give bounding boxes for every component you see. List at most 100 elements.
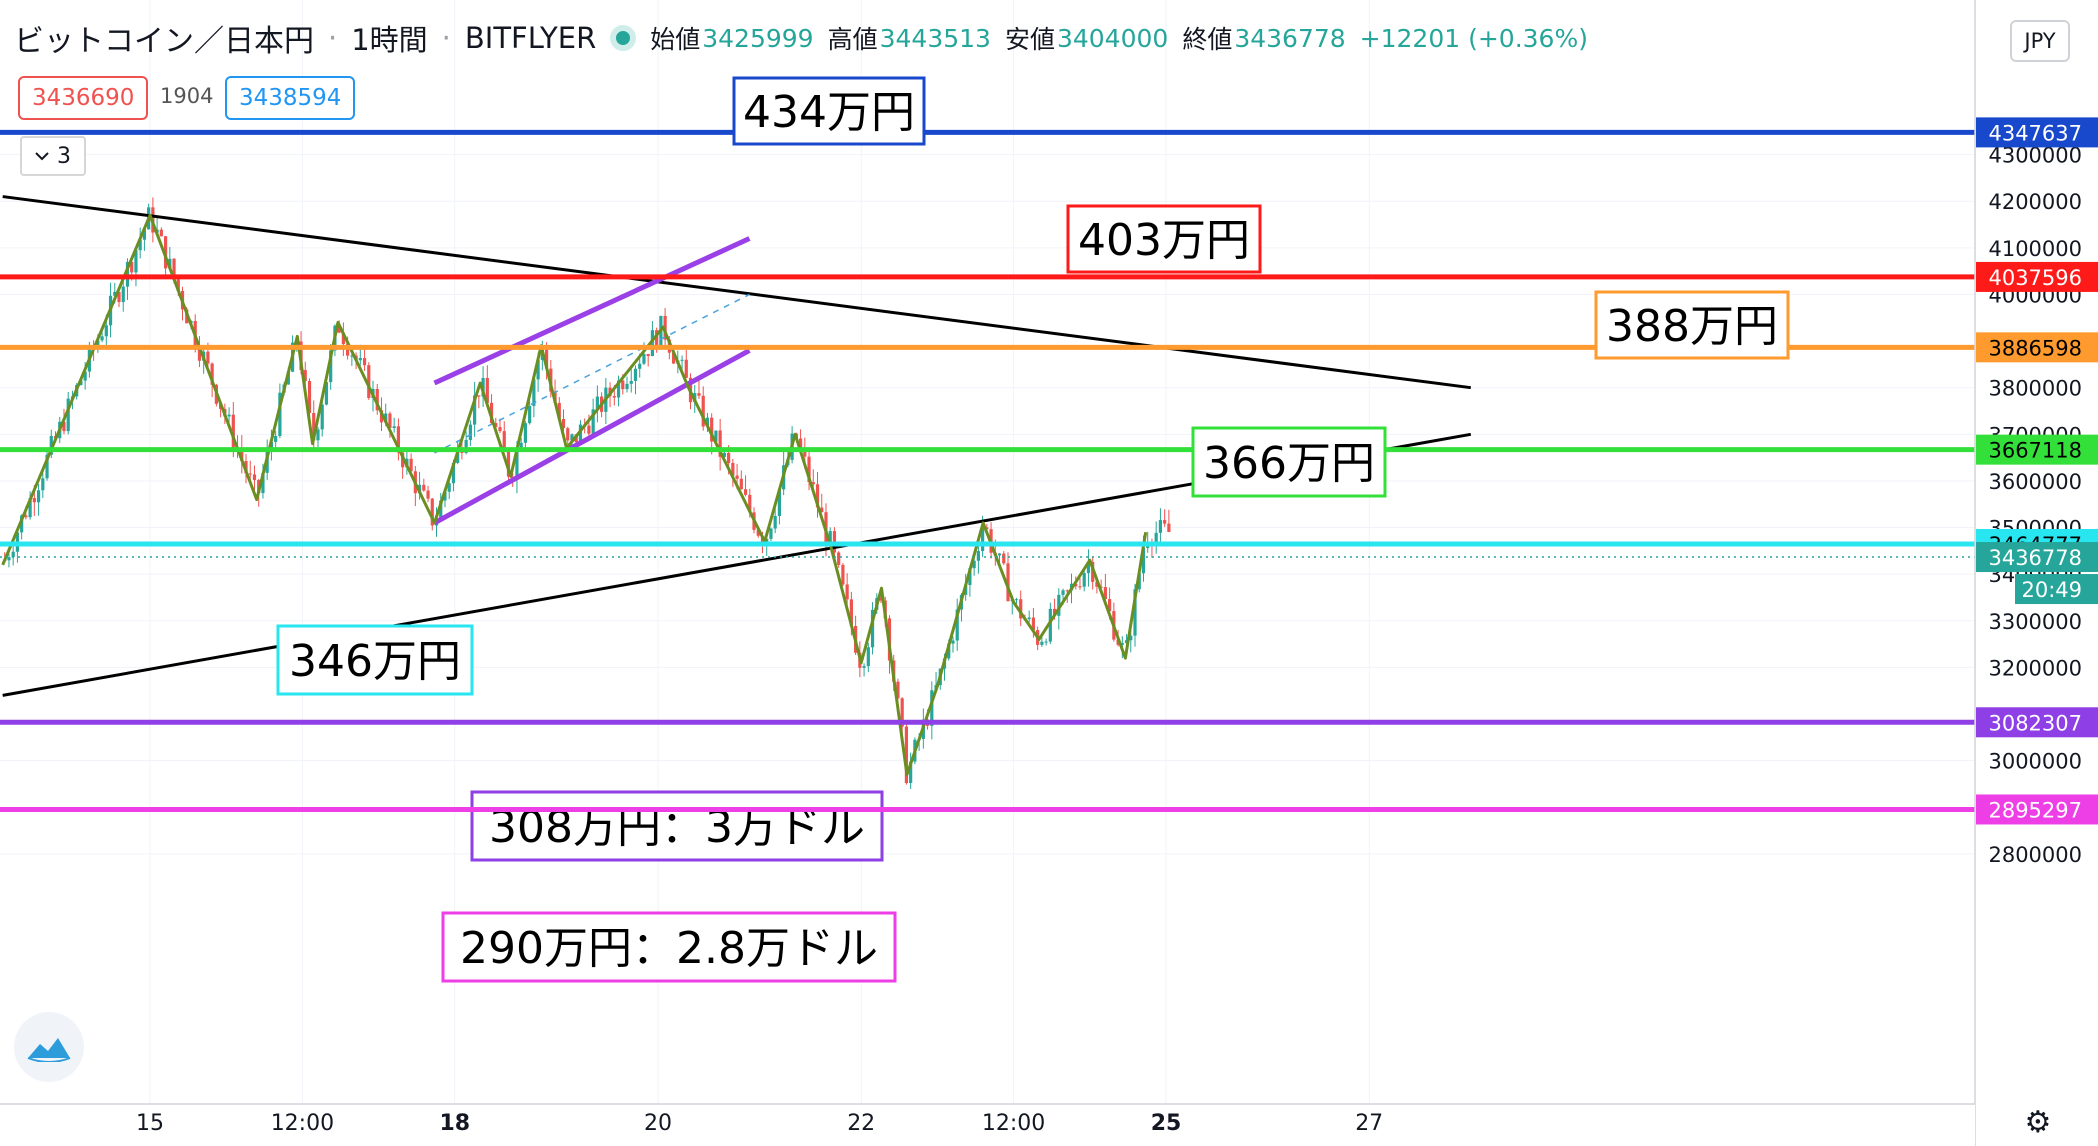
level-price-tag-label: 4347637 [1988,121,2082,145]
candle-body [384,413,388,423]
candle-body [66,398,70,432]
tradingview-logo-icon[interactable] [14,1012,84,1082]
level-price-tag [1976,794,2098,825]
candle-body [528,405,532,424]
low-label: 安値 [1004,25,1055,54]
candle-body [426,490,430,499]
candle-body [346,344,350,356]
candle-body [544,345,549,369]
candle-body [1154,532,1158,546]
candle-body [113,291,117,296]
symbol-header: ビットコイン／日本円 · 1時間 · BITFLYER 始値 3425999 高値… [14,14,1588,62]
chevron-down-icon [35,152,49,161]
candle-body [536,359,540,380]
candle-body [731,463,735,476]
candle-body [760,535,765,547]
candle-body [743,489,748,495]
candle-body [748,494,752,513]
open-label: 始値 [650,25,701,54]
symbol-name[interactable]: ビットコイン／日本円 [14,24,314,59]
level-price-tag-label: 3886598 [1988,336,2082,360]
candle-body [1163,520,1167,524]
countdown-tag [2015,574,2098,605]
price-tick-label: 3800000 [1988,377,2082,401]
candle-body [671,352,676,364]
currency-button[interactable]: JPY [2010,20,2070,62]
candle-body [1129,635,1133,641]
candle-body [240,448,244,462]
level-label: 388万円 [1606,301,1778,352]
price-tick-label: 3600000 [1988,470,2082,494]
candle-body [807,456,811,483]
candle-body [1141,547,1146,574]
trendline-upper [2,195,1471,390]
indicators-toggle-button[interactable]: 3 [20,136,86,176]
candle-body [1057,594,1061,616]
candle-body [1078,586,1082,588]
candle-body [477,395,481,397]
level-price-tag [1976,707,2098,738]
candle-body [396,426,401,453]
candle-body [896,681,900,699]
level-label: 403万円 [1078,215,1250,266]
spread-value: 1904 [160,84,214,108]
candle-body [447,483,451,492]
close-value: 3436778 [1234,23,1346,53]
candle-body [710,417,714,442]
candle-body [735,475,739,479]
candle-body [866,647,870,667]
level-label: 434万円 [743,87,915,138]
candle-body [1074,583,1078,587]
candle-body [532,379,536,406]
candle-body [320,404,324,430]
level-label-box [732,76,926,146]
candle-body [172,258,176,280]
market-status-icon [610,25,637,51]
candle-body [1040,641,1044,645]
channel-line [433,236,751,386]
candle-body [96,340,100,350]
candle-body [523,423,528,443]
candle-body [409,458,413,472]
candle-body [100,336,104,341]
buy-button[interactable]: 3438594 [225,76,356,120]
candle-body [985,527,989,530]
candle-body [837,552,841,565]
candle-body [587,425,591,434]
candle-body [1044,641,1048,643]
candle-body [684,359,688,378]
candle-body [841,564,845,585]
candle-body [655,330,659,349]
candle-body [62,421,66,432]
time-tick-label: 18 [439,1111,470,1136]
last-price-tag-label: 3436778 [1988,546,2082,570]
channel-midline [434,293,750,454]
candle-body [451,462,456,484]
candle-body [1086,561,1091,574]
candle-body [566,428,570,441]
candle-body [722,452,726,457]
candle-body [1095,581,1099,587]
candle-body [130,262,134,273]
low-value: 3404000 [1056,23,1169,53]
settings-gear-icon[interactable]: ⚙ [2024,1104,2052,1140]
sell-button[interactable]: 3436690 [18,76,149,120]
candle-body [138,239,142,251]
candle-body [494,423,498,428]
candle-body [142,229,147,240]
interval[interactable]: 1時間 [351,23,428,57]
time-axis-bg [0,1104,1975,1146]
wave-zigzag [1,213,1148,777]
candle-body [633,368,638,381]
candle-body [464,439,468,453]
candle-body [1167,523,1171,532]
candle-body [879,598,883,601]
candle-body [870,609,875,648]
candle-body [278,392,282,436]
candle-body [24,515,28,518]
level-label-box [1066,204,1262,274]
candle-body [972,560,976,569]
candle-body [125,262,130,287]
candle-body [159,229,163,237]
candle-body [811,482,815,485]
